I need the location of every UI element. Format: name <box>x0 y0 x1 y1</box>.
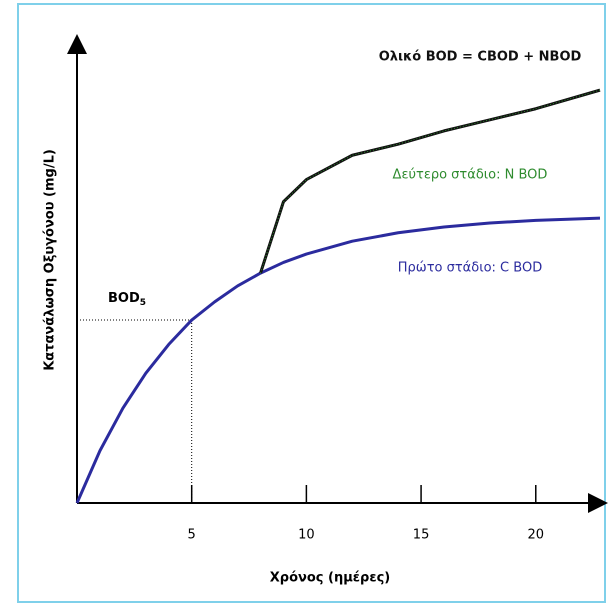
x-tick-label: 20 <box>527 528 544 543</box>
series-label: Πρώτο στάδιο: C BOD <box>398 261 542 276</box>
x-tick-label: 15 <box>413 528 430 543</box>
series-line <box>259 88 601 274</box>
y-axis-label: Κατανάλωση Οξυγόνου (mg/L) <box>43 149 58 371</box>
stage-label: Δεύτερο στάδιο: N BOD <box>393 168 548 183</box>
x-tick-label: 10 <box>298 528 315 543</box>
x-tick-label: 5 <box>188 528 196 543</box>
bod5-text: BOD <box>108 291 140 306</box>
frame <box>17 3 606 603</box>
bod5-label: BOD5 <box>108 291 146 308</box>
x-axis-label: Χρόνος (ημέρες) <box>270 571 390 586</box>
bod5-subscript: 5 <box>140 298 146 308</box>
series-label: Ολικό BOD = CBOD + NBOD <box>379 50 582 65</box>
